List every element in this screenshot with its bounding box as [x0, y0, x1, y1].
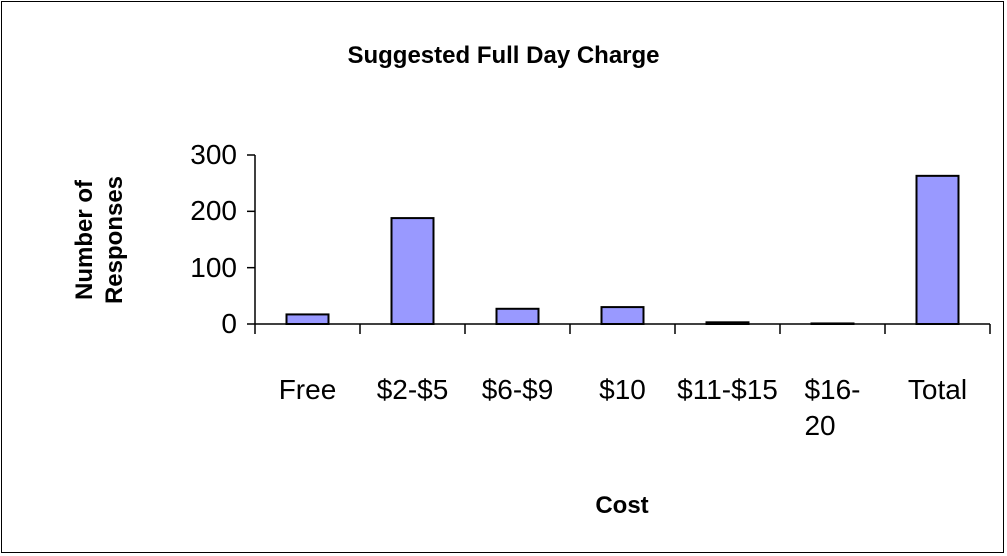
x-tick-label: $2-$5	[376, 374, 449, 405]
x-tick-label: $10	[599, 374, 646, 405]
bar	[285, 313, 330, 326]
x-axis-label: Cost	[595, 492, 649, 519]
y-tick-label: 100	[190, 251, 237, 283]
x-tick-label: Total	[907, 374, 968, 405]
y-axis-label: Number of Responses	[71, 175, 128, 305]
bar	[390, 217, 435, 326]
x-tick-wrap: Total	[885, 372, 990, 408]
x-tick-wrap: $11-$15	[675, 372, 780, 408]
x-tick-label: $16-20	[804, 374, 861, 441]
x-tick-wrap: $6-$9	[465, 372, 570, 408]
x-tick-label: $6-$9	[481, 374, 554, 405]
bar	[495, 307, 540, 326]
y-tick-label: 0	[221, 308, 237, 339]
x-tick-wrap: $10	[570, 372, 675, 408]
bar	[915, 174, 960, 325]
y-tick-label: 300	[190, 139, 237, 170]
bar	[705, 321, 750, 325]
x-tick-label: Free	[278, 374, 337, 405]
y-tick-label: 200	[190, 195, 237, 227]
bar	[600, 306, 645, 326]
x-tick-wrap: $2-$5	[360, 372, 465, 408]
x-tick-wrap: $16-20	[780, 372, 885, 444]
x-tick-label: $11-$15	[677, 374, 778, 405]
x-tick-wrap: Free	[255, 372, 360, 408]
chart-title: Suggested Full Day Charge	[347, 42, 660, 69]
bar	[810, 322, 855, 326]
